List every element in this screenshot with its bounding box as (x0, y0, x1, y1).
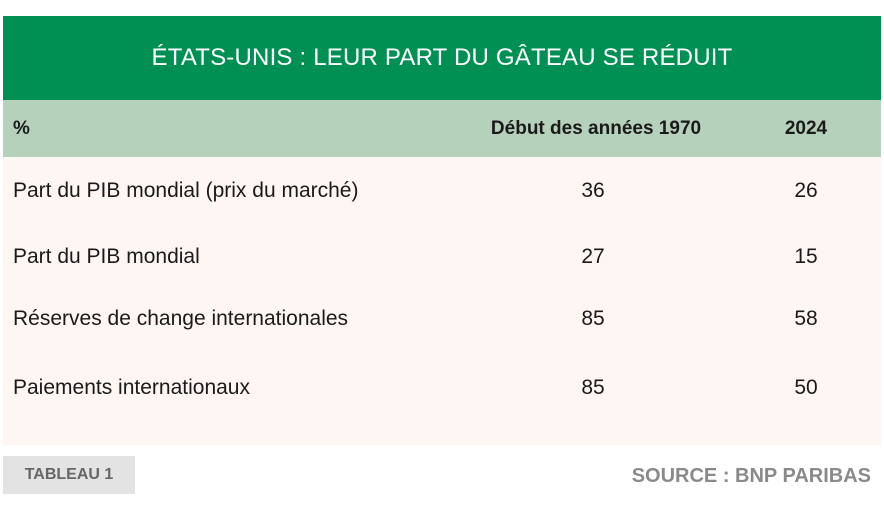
table-title-bar: ÉTATS-UNIS : LEUR PART DU GÂTEAU SE RÉDU… (3, 16, 881, 100)
cell-2024: 50 (794, 376, 818, 399)
table-header-row: % Début des années 1970 2024 (3, 100, 881, 157)
cell-1970: 36 (581, 179, 605, 202)
row-label: Part du PIB mondial (prix du marché) (13, 179, 359, 202)
table-row: Paiements internationaux 85 50 (3, 368, 881, 408)
table-number-tag: TABLEAU 1 (3, 456, 135, 494)
cell-2024: 15 (794, 245, 818, 268)
table-row: Réserves de change internationales 85 58 (3, 299, 881, 339)
table-row: Part du PIB mondial (prix du marché) 36 … (3, 171, 881, 211)
cell-1970: 27 (581, 245, 605, 268)
cell-2024: 26 (794, 179, 818, 202)
cell-1970: 85 (581, 376, 605, 399)
row-label: Paiements internationaux (13, 376, 250, 399)
row-label: Réserves de change internationales (13, 307, 349, 330)
cell-2024: 58 (794, 307, 818, 330)
row-label: Part du PIB mondial (13, 245, 200, 268)
table-number-label: TABLEAU 1 (24, 466, 114, 483)
table-body: Part du PIB mondial (prix du marché) 36 … (3, 157, 881, 445)
source-credit: SOURCE : BNP PARIBAS (632, 460, 871, 492)
table-row: Part du PIB mondial 27 15 (3, 237, 881, 277)
cell-1970: 85 (581, 307, 605, 330)
header-col-2024: 2024 (784, 117, 828, 139)
table-title: ÉTATS-UNIS : LEUR PART DU GÂTEAU SE RÉDU… (151, 44, 733, 71)
header-col-1970: Début des années 1970 (490, 117, 702, 139)
source-label: SOURCE : BNP PARIBAS (631, 464, 871, 487)
header-unit: % (13, 117, 30, 139)
